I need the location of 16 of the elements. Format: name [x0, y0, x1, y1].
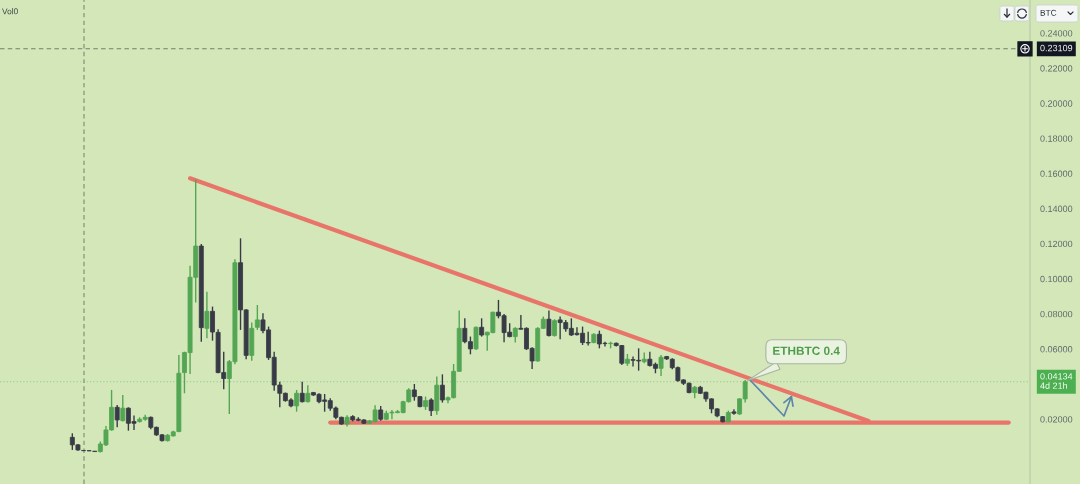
y-tick-label: 0.20000 [1040, 100, 1073, 107]
text: Vol0 [2, 8, 18, 15]
y-tick-label: 0.08000 [1040, 310, 1073, 318]
y-tick-label: 0.16000 [1040, 170, 1073, 177]
text: BTC [1040, 9, 1057, 16]
y-tick-label: 0.02000 [1040, 416, 1073, 423]
y-tick-label: 0.06000 [1040, 346, 1073, 353]
y-tick-label: 0.22000 [1040, 65, 1073, 72]
y-tick-label: 0.18000 [1040, 135, 1073, 142]
ref-line-label: 0.23109 [1040, 44, 1073, 52]
annotation: ETHBTC 0.4 [773, 346, 840, 355]
y-tick-label: 0.14000 [1040, 205, 1073, 213]
ref-line-label: 0.04134 4d 21h [1040, 373, 1073, 389]
y-tick-label: 0.24000 [1040, 30, 1073, 37]
y-tick-label: 0.10000 [1040, 275, 1073, 283]
y-tick-label: 0.12000 [1040, 240, 1073, 248]
